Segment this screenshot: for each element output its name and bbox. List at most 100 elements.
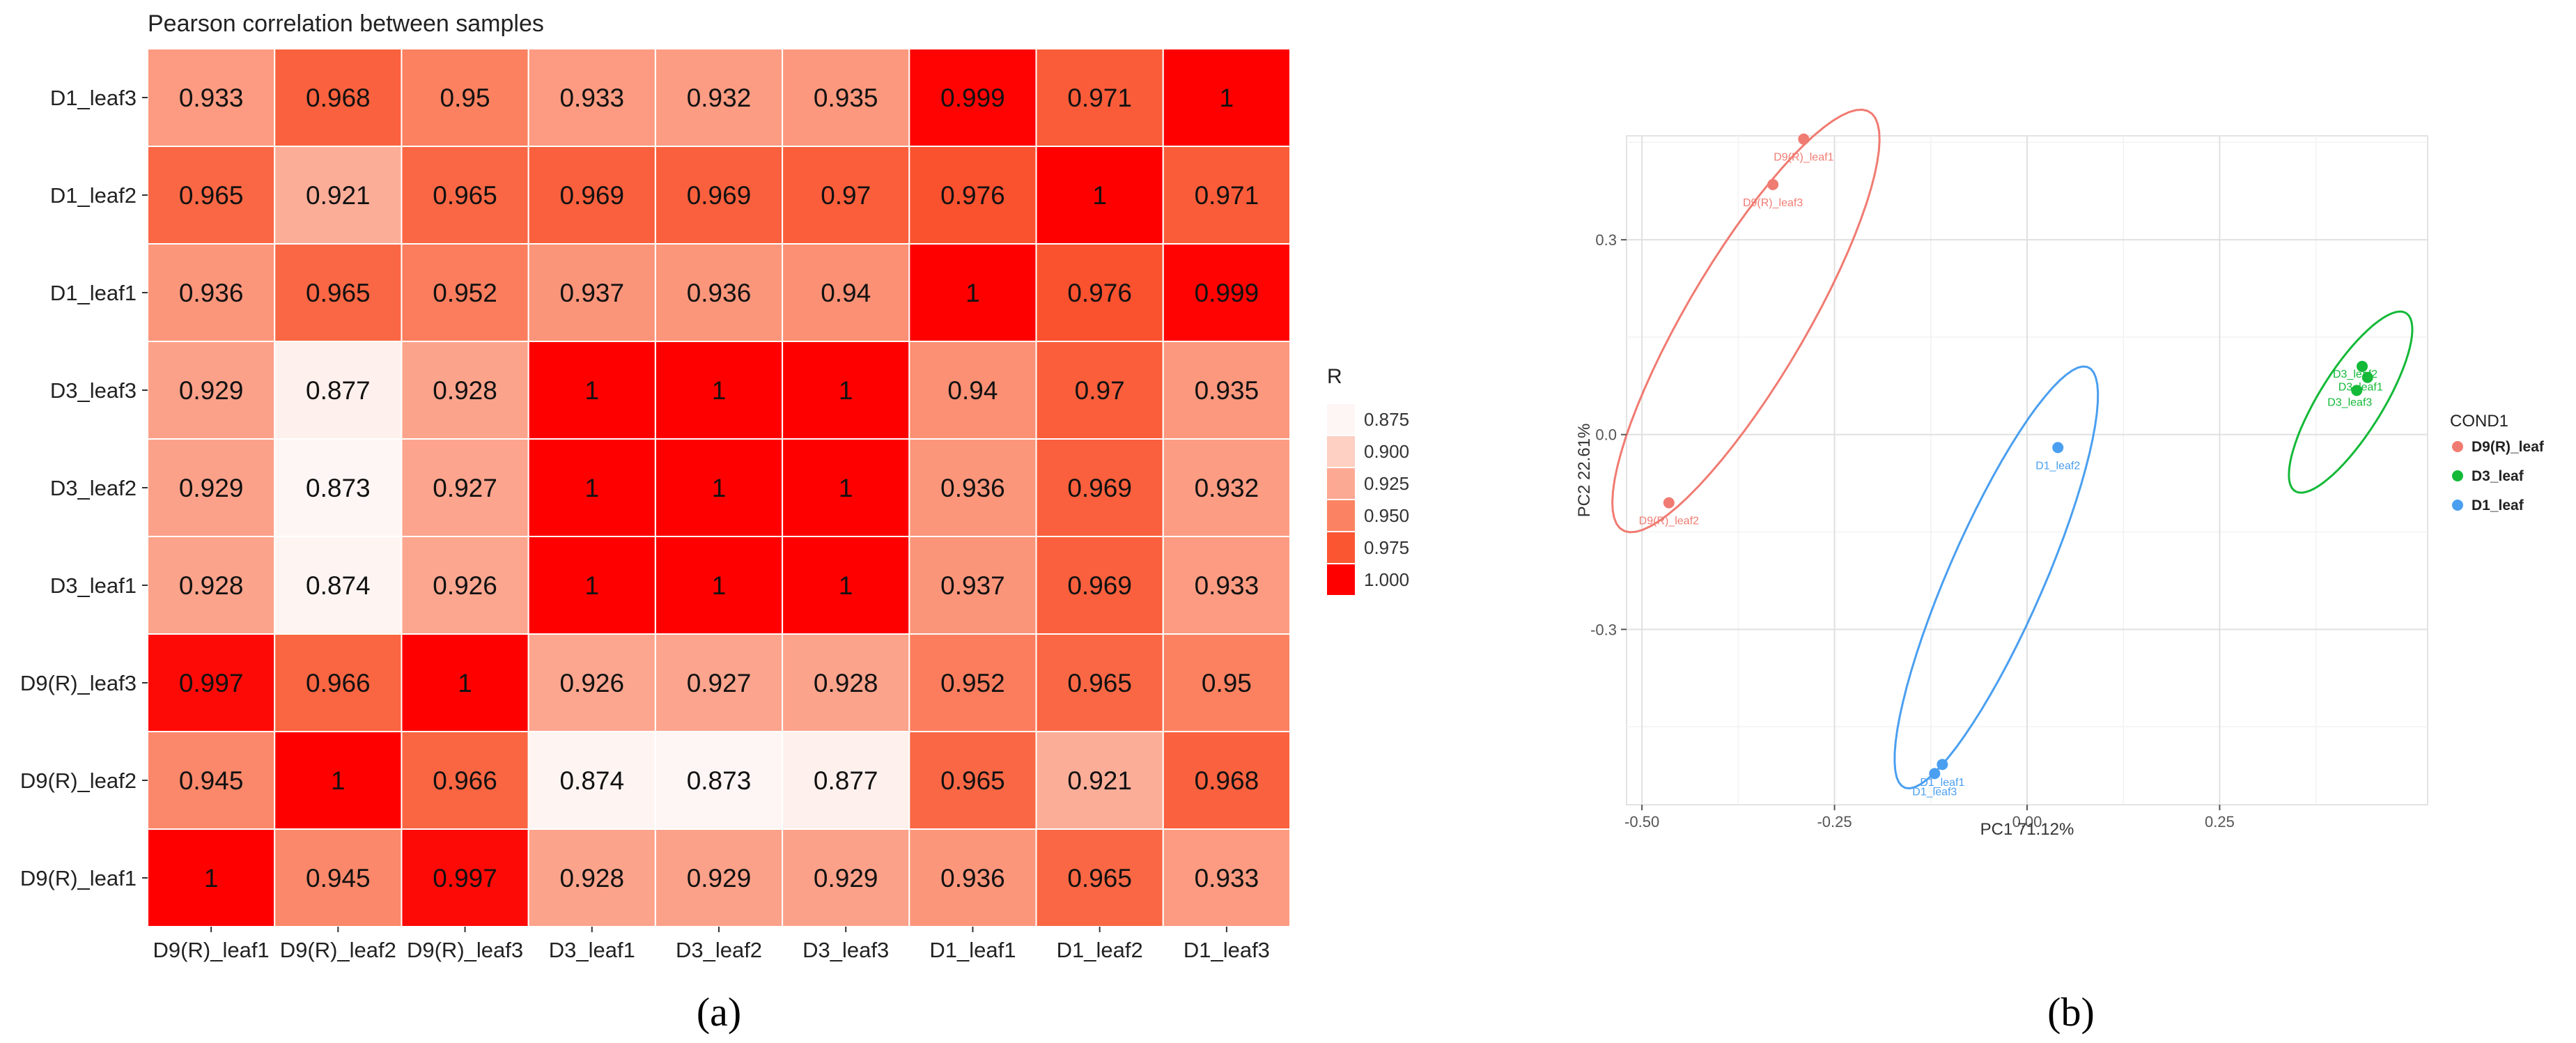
heatmap-cell-value: 1 bbox=[1092, 181, 1107, 210]
heatmap-legend-swatch bbox=[1327, 500, 1355, 531]
heatmap-cell-value: 1 bbox=[839, 376, 853, 405]
heatmap-y-label: D1_leaf1 bbox=[50, 281, 137, 305]
pca-panel: D9(R)_leaf1 D9(R)_leaf3 D9(R)_leaf2 D1_leaf… bbox=[1575, 108, 2545, 839]
heatmap-cell bbox=[1035, 146, 1164, 245]
heatmap-y-label: D3_leaf1 bbox=[50, 573, 137, 598]
heatmap-cell bbox=[908, 438, 1037, 537]
pca-y-tick-label: 0.0 bbox=[1595, 426, 1617, 444]
heatmap-cell-value: 0.937 bbox=[559, 279, 624, 307]
heatmap-cell-value: 1 bbox=[839, 571, 853, 600]
heatmap-cell bbox=[1162, 48, 1291, 147]
heatmap-cell-value: 0.969 bbox=[1067, 571, 1132, 600]
heatmap-cell bbox=[1162, 536, 1291, 635]
pca-legend-label: D1_leaf bbox=[2472, 497, 2524, 513]
heatmap-cell bbox=[1035, 438, 1164, 537]
heatmap-cell bbox=[527, 146, 656, 245]
heatmap-legend-swatch bbox=[1327, 532, 1355, 563]
heatmap-cell bbox=[147, 731, 276, 830]
pca-point-label: D9(R)_leaf1 bbox=[1774, 152, 1833, 164]
heatmap-cell-value: 0.926 bbox=[433, 571, 497, 600]
pca-point bbox=[2361, 371, 2373, 383]
pca-point-label: D1_leaf3 bbox=[1912, 786, 1957, 798]
heatmap-cell bbox=[1162, 633, 1291, 732]
pca-x-axis-title: PC1 71.12% bbox=[1980, 820, 2074, 839]
pca-point-label: D9(R)_leaf3 bbox=[1743, 197, 1803, 209]
heatmap-cell-value: 0.969 bbox=[687, 181, 752, 210]
pca-x-tick-label: -0.25 bbox=[1817, 813, 1852, 830]
heatmap-cell bbox=[782, 731, 910, 830]
heatmap-cell-value: 0.976 bbox=[940, 181, 1005, 210]
heatmap-cell-value: 0.999 bbox=[1195, 279, 1259, 307]
heatmap-legend: R 0.875 0.900 0.925 0.950 0.975 1.000 bbox=[1327, 365, 1409, 595]
heatmap-cell bbox=[527, 243, 656, 342]
heatmap-x-label: D1_leaf1 bbox=[929, 938, 1016, 962]
pca-y-tick-label: 0.3 bbox=[1595, 231, 1617, 249]
heatmap-cell bbox=[782, 146, 910, 245]
pca-legend-label: D3_leaf bbox=[2472, 468, 2524, 484]
heatmap-cell bbox=[527, 731, 656, 830]
heatmap-cell bbox=[274, 731, 403, 830]
heatmap-cell-value: 1 bbox=[712, 571, 727, 600]
heatmap-cell bbox=[1035, 48, 1164, 147]
heatmap-legend-swatch bbox=[1327, 468, 1355, 499]
heatmap-cell-value: 0.928 bbox=[814, 669, 878, 697]
pca-confidence-ellipse bbox=[2288, 310, 2414, 494]
pca-x-tick-label: 0.00 bbox=[2012, 813, 2042, 830]
heatmap-cell bbox=[1035, 828, 1164, 927]
heatmap-cell-value: 0.94 bbox=[947, 376, 998, 405]
heatmap-cell-value: 1 bbox=[712, 376, 727, 405]
heatmap-cell bbox=[401, 438, 529, 537]
heatmap-legend-label: 0.875 bbox=[1364, 409, 1409, 430]
pca-points: D9(R)_leaf1 D9(R)_leaf3 D9(R)_leaf2 D1_leaf… bbox=[1639, 133, 2383, 798]
heatmap-cell-value: 0.926 bbox=[559, 669, 624, 697]
heatmap-cell-value: 0.933 bbox=[1195, 571, 1259, 600]
heatmap-cell bbox=[654, 146, 784, 245]
heatmap-cell-value: 0.969 bbox=[559, 181, 624, 210]
heatmap-cell-value: 0.873 bbox=[687, 766, 752, 795]
pca-x-tick-label: -0.50 bbox=[1624, 813, 1659, 830]
heatmap-x-axis: D9(R)_leaf1 D9(R)_leaf2 D9(R)_leaf3 D3_leaf… bbox=[153, 927, 1270, 962]
heatmap-cell-value: 0.927 bbox=[433, 474, 497, 502]
pca-axes: -0.50 -0.25 0.00 0.25 -0.3 0.0 0.3 bbox=[1590, 231, 2235, 830]
heatmap-cell-value: 0.936 bbox=[179, 279, 244, 307]
heatmap-cell-value: 0.968 bbox=[306, 84, 371, 112]
heatmap-cell bbox=[147, 633, 276, 732]
heatmap-cell-value: 0.928 bbox=[433, 376, 497, 405]
heatmap-y-label: D9(R)_leaf3 bbox=[20, 671, 137, 695]
heatmap-cell-value: 0.873 bbox=[306, 474, 371, 502]
heatmap-cell bbox=[147, 536, 276, 635]
heatmap-cell-value: 0.97 bbox=[1075, 376, 1125, 405]
heatmap-cell bbox=[782, 536, 910, 635]
heatmap-cell bbox=[401, 48, 529, 147]
heatmap-cell bbox=[908, 536, 1037, 635]
heatmap-legend-label: 0.975 bbox=[1364, 537, 1409, 558]
heatmap-cell bbox=[654, 731, 784, 830]
heatmap-legend-swatch bbox=[1327, 404, 1355, 435]
heatmap-cell bbox=[401, 536, 529, 635]
pca-point bbox=[2351, 385, 2363, 396]
pca-point-label: D3_leaf3 bbox=[2327, 396, 2372, 408]
heatmap-cell-value: 0.94 bbox=[821, 279, 871, 307]
heatmap-x-label: D1_leaf2 bbox=[1057, 938, 1143, 962]
heatmap-cell bbox=[274, 341, 403, 440]
pca-y-tick-label: -0.3 bbox=[1590, 621, 1617, 638]
heatmap-cell-value: 0.997 bbox=[433, 864, 497, 893]
heatmap-x-label: D3_leaf1 bbox=[549, 938, 635, 962]
heatmap-cell bbox=[274, 633, 403, 732]
heatmap-cell-value: 1 bbox=[331, 766, 346, 795]
heatmap-cell-value: 1 bbox=[204, 864, 219, 893]
heatmap-cell bbox=[274, 438, 403, 537]
heatmap-cell-value: 0.95 bbox=[1202, 669, 1252, 697]
heatmap-cell-value: 0.921 bbox=[1067, 766, 1132, 795]
heatmap-y-label: D9(R)_leaf1 bbox=[20, 866, 137, 890]
heatmap-legend-label: 0.950 bbox=[1364, 505, 1409, 526]
pca-legend-marker bbox=[2452, 500, 2463, 511]
heatmap-cell-value: 0.932 bbox=[687, 84, 752, 112]
heatmap-cell-value: 0.945 bbox=[179, 766, 244, 795]
pca-point bbox=[1937, 759, 1948, 771]
heatmap-legend-label: 0.900 bbox=[1364, 441, 1409, 462]
heatmap-cell bbox=[782, 828, 910, 927]
heatmap-y-label: D3_leaf3 bbox=[50, 378, 137, 403]
pca-point bbox=[1663, 497, 1675, 509]
heatmap-cell-value: 0.965 bbox=[1067, 864, 1132, 893]
